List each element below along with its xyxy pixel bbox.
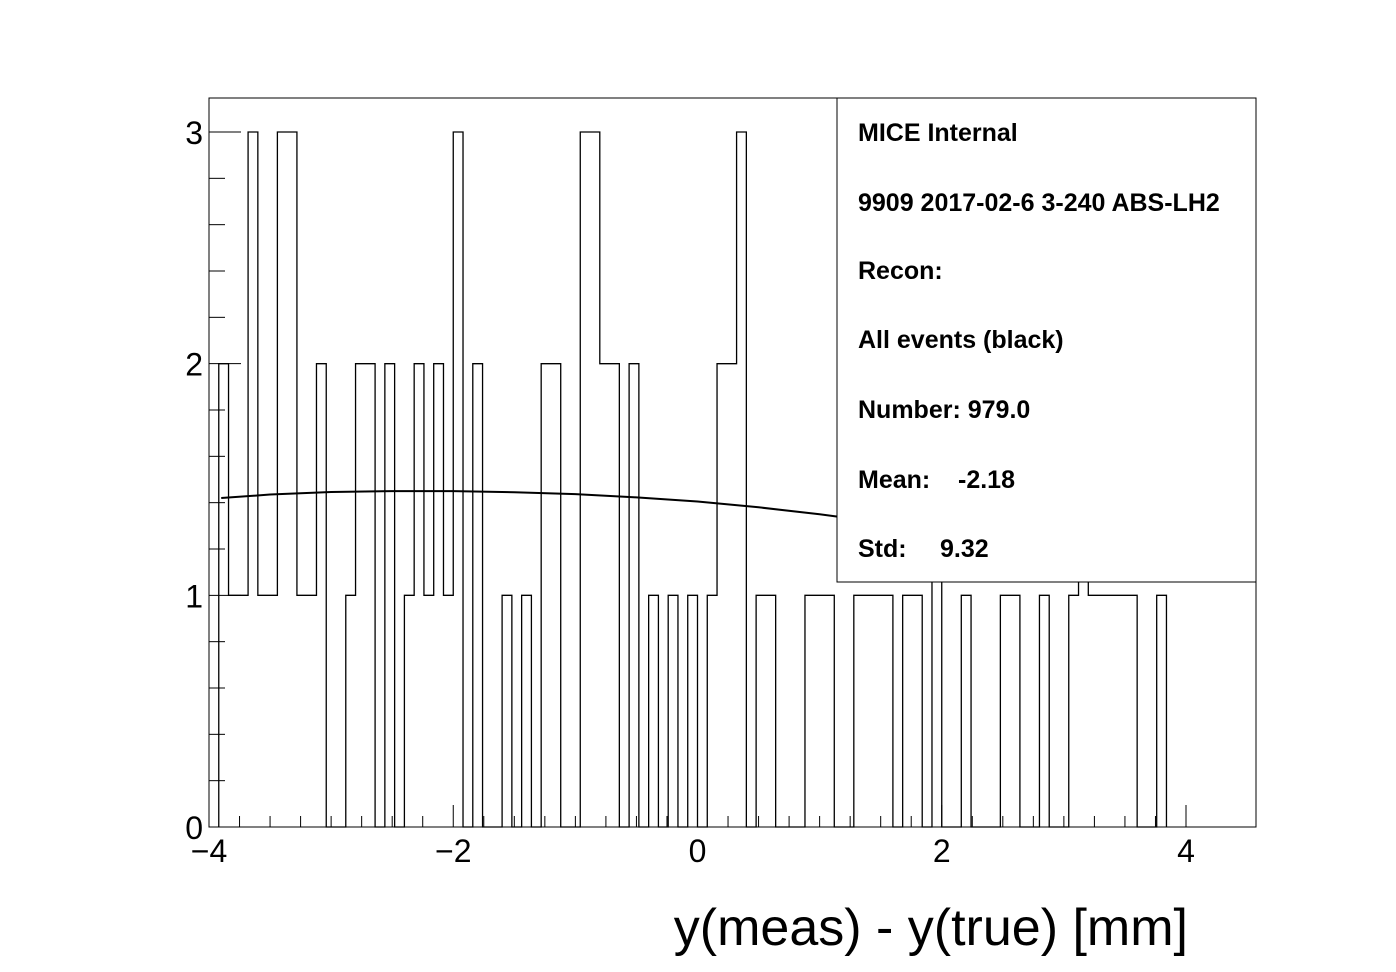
x-tick-label: −2 — [435, 833, 471, 869]
stats-std-value: 9.32 — [940, 535, 989, 563]
stats-mean-value: -2.18 — [958, 466, 1015, 494]
stats-recon: Recon: — [858, 257, 943, 285]
x-tick-label: −4 — [191, 833, 227, 869]
x-tick-label: 0 — [689, 833, 707, 869]
y-tick-label: 0 — [185, 810, 203, 846]
x-axis-label: y(meas) - y(true) [mm] — [674, 899, 1188, 957]
stats-box-frame — [836, 97, 1257, 583]
stats-std-label: Std: — [858, 535, 907, 563]
stats-number: Number: 979.0 — [858, 396, 1030, 424]
x-tick-label: 4 — [1177, 833, 1195, 869]
axis-tick-labels: −4 −2 0 2 4 0 1 2 3 — [185, 115, 1195, 869]
stats-events: All events (black) — [858, 326, 1064, 354]
y-tick-label: 2 — [185, 347, 203, 383]
stats-run: 9909 2017-02-6 3-240 ABS-LH2 — [858, 189, 1220, 217]
stats-mean-label: Mean: — [858, 466, 930, 494]
x-tick-label: 2 — [933, 833, 951, 869]
stats-box: MICE Internal 9909 2017-02-6 3-240 ABS-L… — [836, 97, 1257, 583]
stats-title: MICE Internal — [858, 119, 1018, 147]
histogram-outline — [218, 131, 1168, 828]
y-tick-label: 1 — [185, 578, 203, 614]
y-tick-label: 3 — [185, 115, 203, 151]
